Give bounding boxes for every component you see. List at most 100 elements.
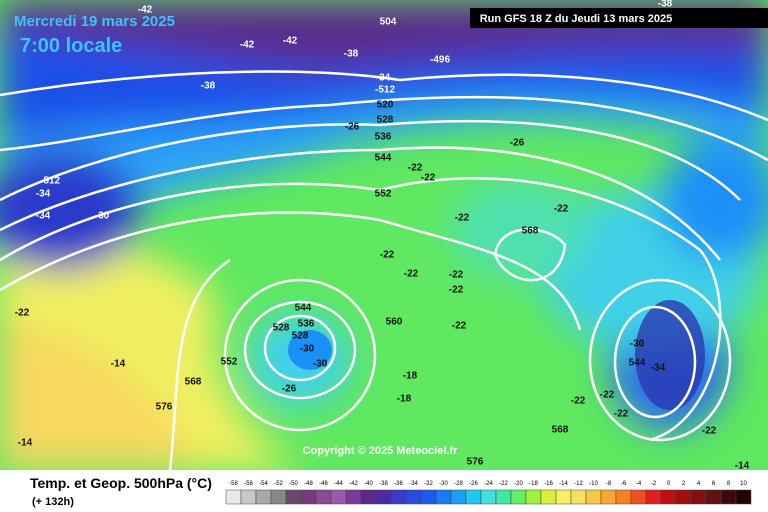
- legend-swatch: [645, 489, 662, 505]
- legend-swatch: [420, 489, 437, 505]
- legend-label: -2: [651, 481, 657, 487]
- contour-label: -22: [421, 173, 436, 184]
- time: 7:00 locale: [20, 35, 122, 57]
- contour-label: -22: [15, 308, 30, 319]
- contour-label: -30: [313, 359, 328, 370]
- legend-swatch: [510, 489, 527, 505]
- legend-label: -46: [319, 481, 328, 487]
- legend-swatch: [525, 489, 542, 505]
- legend-swatch: [555, 489, 572, 505]
- contour-label: -512: [375, 85, 395, 96]
- legend-label: -10: [589, 481, 598, 487]
- contour-label: 552: [375, 189, 392, 200]
- legend-swatch: [735, 489, 752, 505]
- contour-label: 560: [386, 317, 403, 328]
- legend-swatch: [495, 489, 512, 505]
- temperature-field: [0, 0, 768, 470]
- date: Mercredi 19 mars 2025: [14, 13, 175, 30]
- legend-swatch: [570, 489, 587, 505]
- legend-label: -42: [349, 481, 358, 487]
- contour-label: 576: [156, 402, 173, 413]
- contour-label: -22: [380, 250, 395, 261]
- contour-label: -42: [283, 36, 298, 47]
- legend-label: -20: [514, 481, 523, 487]
- contour-label: 504: [380, 17, 397, 28]
- legend-label: -8: [606, 481, 612, 487]
- legend-label: -36: [394, 481, 403, 487]
- legend-label: -44: [334, 481, 343, 487]
- legend-swatch: [600, 489, 617, 505]
- contour-label: -30: [95, 211, 110, 222]
- legend-label: -50: [289, 481, 298, 487]
- contour-label: -22: [554, 204, 569, 215]
- contour-label: -26: [510, 138, 525, 149]
- contour-label: 528: [292, 331, 309, 342]
- contour-label: -26: [345, 122, 360, 133]
- contour-label: -512: [40, 176, 60, 187]
- contour-label: 568: [522, 226, 539, 237]
- contour-label: -18: [403, 371, 418, 382]
- legend-swatch: [480, 489, 497, 505]
- legend-swatch: [465, 489, 482, 505]
- legend-swatch: [330, 489, 347, 505]
- contour-label: -22: [571, 396, 586, 407]
- contour-label: -22: [702, 426, 717, 437]
- legend-label: -6: [621, 481, 627, 487]
- legend-swatch: [345, 489, 362, 505]
- contour-label: 520: [377, 100, 394, 111]
- legend-label: -30: [439, 481, 448, 487]
- contour-label: -34: [36, 189, 51, 200]
- legend-swatch: [540, 489, 557, 505]
- legend-swatch: [450, 489, 467, 505]
- legend-label: -28: [454, 481, 463, 487]
- legend-label: -48: [304, 481, 313, 487]
- contour-label: 528: [273, 323, 290, 334]
- legend-swatch: [300, 489, 317, 505]
- contour-label: -22: [449, 285, 464, 296]
- legend-swatch: [375, 489, 392, 505]
- legend-swatch: [660, 489, 677, 505]
- run-info: Run GFS 18 Z du Jeudi 13 mars 2025: [480, 13, 673, 25]
- contour-label: 552: [221, 357, 238, 368]
- legend-label: -16: [544, 481, 553, 487]
- legend-label: 4: [697, 481, 701, 487]
- legend-label: -34: [409, 481, 418, 487]
- legend-swatch: [435, 489, 452, 505]
- contour-label: -30: [300, 344, 315, 355]
- legend-swatch: [225, 489, 242, 505]
- legend-label: -58: [229, 481, 238, 487]
- contour-label: -22: [452, 321, 467, 332]
- footer-title: Temp. et Geop. 500hPa (°C): [30, 475, 212, 491]
- legend-label: -26: [469, 481, 478, 487]
- lead-time: (+ 132h): [32, 496, 74, 508]
- legend-swatch: [615, 489, 632, 505]
- legend-label: -14: [559, 481, 568, 487]
- legend-swatch: [690, 489, 707, 505]
- contour-label: -30: [630, 339, 645, 350]
- contour-label: -22: [614, 409, 629, 420]
- legend-label: -54: [259, 481, 268, 487]
- contour-label: -14: [111, 359, 126, 370]
- legend-label: 10: [740, 481, 747, 487]
- contour-label: 536: [298, 319, 315, 330]
- legend-label: 0: [667, 481, 671, 487]
- legend-swatch: [270, 489, 287, 505]
- legend-swatch: [705, 489, 722, 505]
- run-banner: [470, 8, 768, 28]
- legend-swatch: [405, 489, 422, 505]
- legend-swatch: [240, 489, 257, 505]
- legend-swatch: [390, 489, 407, 505]
- contour-label: -34: [376, 73, 391, 84]
- legend-label: -40: [364, 481, 373, 487]
- copyright: Copyright © 2025 Meteociel.fr: [303, 445, 459, 457]
- legend-label: -32: [424, 481, 433, 487]
- contour-label: -34: [36, 211, 51, 222]
- legend-swatch: [315, 489, 332, 505]
- legend-label: -12: [574, 481, 583, 487]
- contour-label: -34: [651, 363, 666, 374]
- contour-label: -38: [658, 0, 673, 10]
- contour-label: -22: [449, 270, 464, 281]
- map-labels: -42-42 -42-38504-496-38-38-34-512520528-2…: [15, 0, 750, 472]
- legend-label: -4: [636, 481, 642, 487]
